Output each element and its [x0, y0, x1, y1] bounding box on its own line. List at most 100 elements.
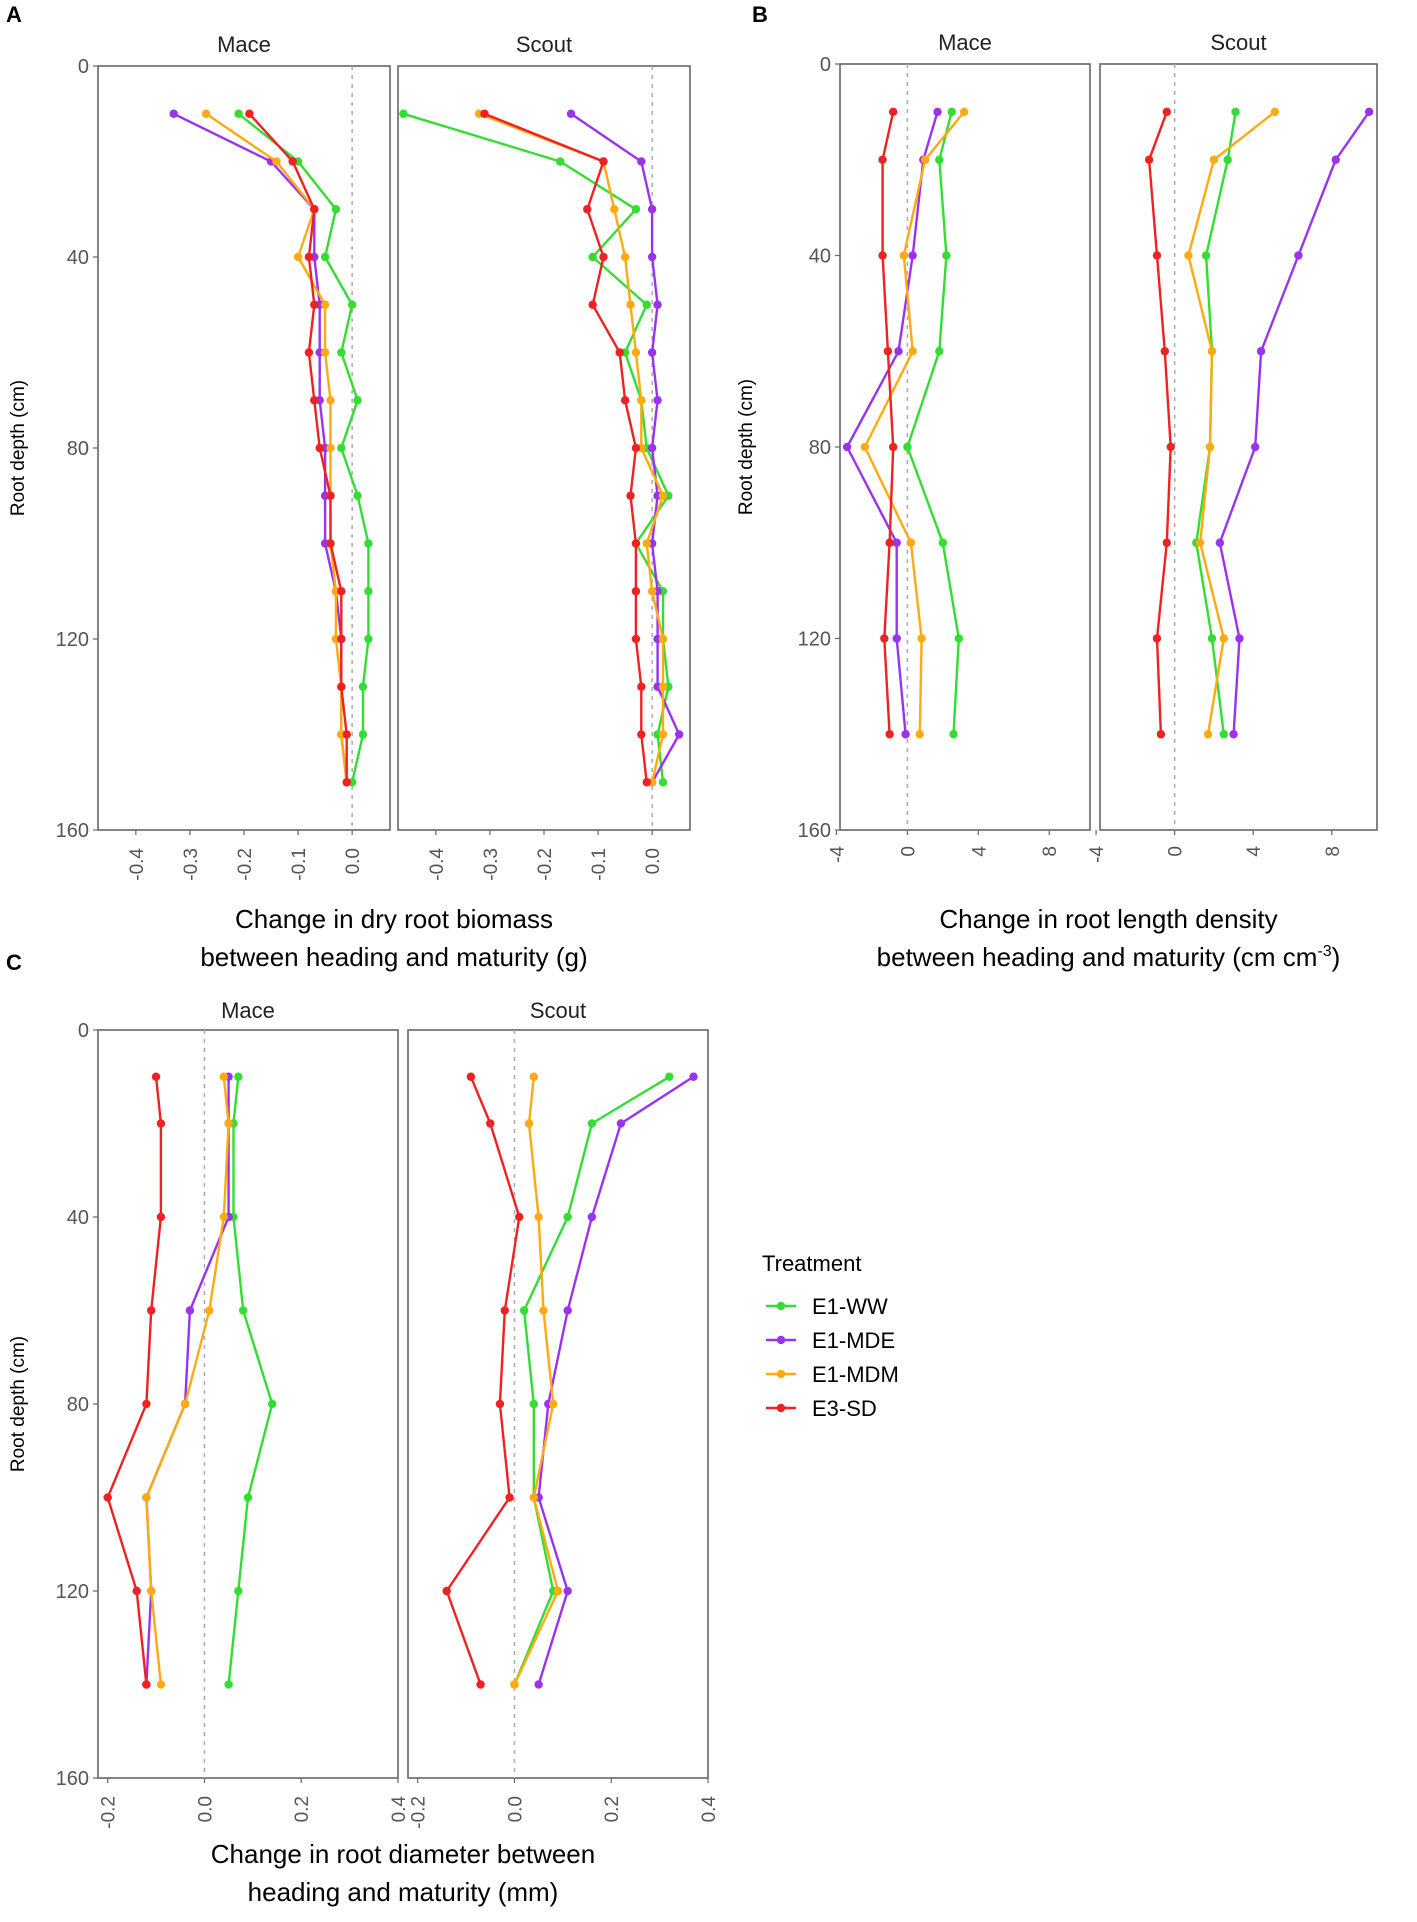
facet-mace: Mace -0.4 -0.3 -0.2 -0.1 0.0 [97, 32, 391, 881]
data-point-e1-mde [908, 251, 917, 260]
data-point-e1-mdm [658, 682, 668, 691]
series-line-e3-sd [106, 1076, 163, 1685]
data-point-e3-sd [1162, 107, 1171, 117]
y-tick-label: 120 [56, 629, 89, 651]
y-tick-label: 80 [67, 438, 89, 460]
data-point-e1-mde [587, 1212, 597, 1222]
data-point-e1-mde [901, 730, 910, 739]
x-tick-label: 0.0 [343, 848, 364, 874]
facet-title: Scout [1210, 30, 1266, 55]
data-point-e1-mdm [647, 587, 657, 596]
x-tick-label: 0.4 [389, 1796, 410, 1823]
data-point-e1-mdm [915, 730, 924, 739]
x-axis-title-line2: between heading and maturity (g) [200, 942, 587, 972]
data-point-e1-mdm [626, 300, 635, 309]
series-line-e1-mdm [863, 111, 966, 735]
data-point-e1-mdm [899, 251, 909, 260]
x-tick-label: 8 [1040, 846, 1061, 857]
data-point-e1-mdm [1270, 107, 1280, 117]
data-point-e1-mdm [1207, 347, 1217, 356]
x-tick-label: 0 [1166, 846, 1187, 857]
data-point-e1-ww [563, 1212, 572, 1222]
y-tick-label: 80 [809, 437, 831, 459]
data-point-e1-mdm [224, 1119, 233, 1128]
x-axis-title-line2: between heading and maturity (cm cm-3) [877, 942, 1341, 972]
data-point-e1-mde [892, 538, 901, 547]
data-point-e1-ww [954, 634, 963, 643]
facet-mace: Mace -4 0 4 8 [827, 30, 1091, 863]
data-point-e3-sd [476, 1680, 485, 1689]
data-point-e1-mdm [320, 348, 330, 357]
data-point-e1-mde [185, 1306, 195, 1315]
data-point-e3-sd [1152, 251, 1162, 260]
data-point-e1-mde [563, 1586, 572, 1596]
data-point-e1-ww [935, 347, 944, 356]
data-point-e1-mdm [326, 396, 335, 405]
facet-title: Mace [221, 998, 275, 1023]
x-axis-title-text: heading and maturity (mm) [248, 1877, 559, 1907]
data-point-e3-sd [304, 252, 314, 262]
data-point-e3-sd [888, 442, 898, 452]
data-point-e3-sd [599, 252, 608, 262]
x-tick-label: -0.4 [427, 848, 448, 881]
data-point-e3-sd [1156, 730, 1166, 739]
data-point-e3-sd [626, 491, 635, 500]
series-line-e1-ww [227, 1076, 274, 1685]
x-tick-label: -0.3 [481, 848, 502, 881]
series-line-e1-mde [145, 1076, 230, 1685]
data-point-e1-mde [1215, 538, 1225, 547]
data-point-e3-sd [142, 1399, 151, 1409]
data-point-e1-ww [238, 1306, 248, 1315]
data-point-e1-ww [364, 539, 373, 548]
y-tick-label: 40 [67, 1207, 89, 1229]
data-point-e1-mde [647, 443, 657, 453]
data-point-e1-ww [556, 157, 565, 166]
data-point-e1-mdm [529, 1493, 539, 1502]
legend-entry-e1-ww: E1-WW [812, 1294, 888, 1319]
data-point-e1-mdm [637, 396, 646, 405]
x-axis-title-superscript: -3 [1317, 943, 1331, 960]
data-point-e1-mdm [510, 1680, 519, 1689]
y-tick-label: 160 [798, 820, 831, 842]
data-point-e3-sd [337, 634, 346, 644]
data-point-e1-mdm [534, 1212, 543, 1222]
data-point-e1-ww [942, 251, 951, 260]
data-point-e1-mde [1250, 442, 1260, 452]
data-point-e1-mde [1331, 155, 1340, 164]
data-point-e3-sd [315, 443, 324, 453]
y-tick-label: 120 [56, 1581, 89, 1603]
data-point-e3-sd [310, 300, 319, 309]
x-tick-label: -4 [1087, 846, 1108, 863]
data-point-e1-mde [1256, 347, 1266, 356]
panel-label: A [6, 2, 22, 27]
data-point-e3-sd [515, 1212, 524, 1222]
legend-entry-e1-mdm: E1-MDM [812, 1362, 899, 1387]
series-line-e1-ww [513, 1075, 670, 1685]
legend-swatch-point [776, 1335, 786, 1345]
data-point-e1-ww [631, 205, 641, 214]
data-point-e3-sd [151, 1072, 161, 1081]
x-tick-label: -0.2 [409, 1796, 430, 1829]
data-point-e1-mde [1294, 251, 1303, 260]
facet-frame [1099, 63, 1378, 831]
data-point-e1-mde [1364, 107, 1374, 117]
data-point-e3-sd [631, 443, 641, 453]
x-tick-label: 0.2 [602, 1796, 623, 1822]
data-point-e1-mde [1235, 634, 1244, 643]
data-point-e1-mde [169, 109, 178, 118]
x-axis-title-line2: heading and maturity (mm) [248, 1877, 559, 1907]
data-point-e1-ww [358, 730, 368, 739]
data-point-e1-mdm [610, 205, 619, 214]
data-point-e1-ww [234, 1072, 243, 1081]
series-line-e1-ww [906, 111, 960, 735]
panel-C: C 0 40 80 120 160 Root depth (cm) Mace -0.2 0.0 0.… [6, 950, 720, 1907]
data-point-e1-mdm [1203, 730, 1213, 739]
data-point-e1-mdm [539, 1306, 548, 1315]
data-point-e1-ww [642, 300, 651, 309]
x-tick-label: 0.2 [292, 1796, 313, 1822]
data-point-e1-mdm [658, 730, 668, 739]
data-point-e1-mdm [156, 1680, 166, 1689]
y-axis-title: Root depth (cm) [8, 380, 29, 516]
data-point-e1-mdm [529, 1072, 539, 1081]
